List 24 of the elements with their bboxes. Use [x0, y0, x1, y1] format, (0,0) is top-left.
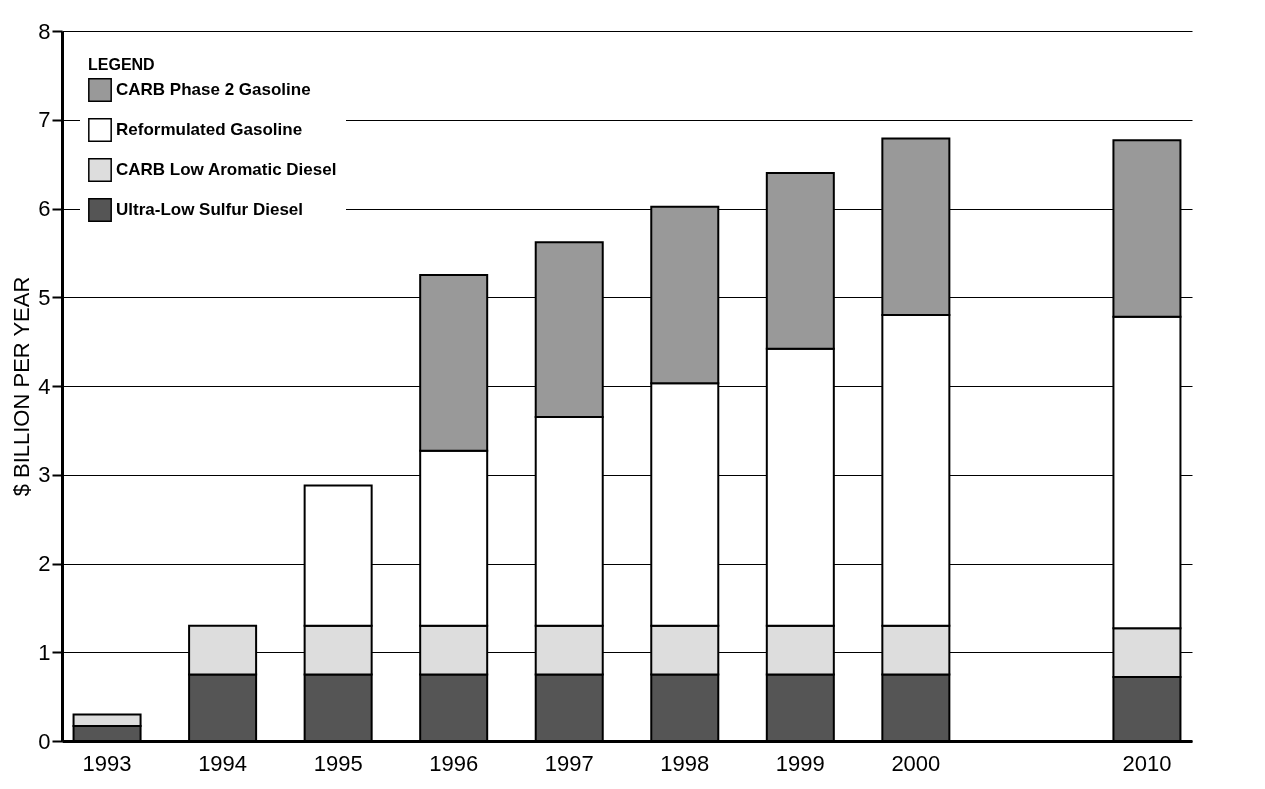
- legend-label: Ultra-Low Sulfur Diesel: [116, 200, 304, 219]
- x-tick-label: 1997: [544, 750, 594, 776]
- y-tick-label: 3: [38, 462, 51, 488]
- y-axis-title: $ BILLION PER YEAR: [9, 276, 35, 497]
- y-tick-label: 6: [38, 196, 51, 221]
- legend-label: CARB Phase 2 Gasoline: [116, 80, 311, 99]
- y-tick-label: 1: [38, 639, 51, 665]
- x-tick-label: 2000: [891, 750, 941, 776]
- legend-label: Reformulated Gasoline: [116, 120, 303, 139]
- x-tick-label: 1994: [198, 750, 248, 776]
- y-tick-label: 2: [38, 551, 51, 576]
- x-tick-label: 1995: [313, 750, 363, 776]
- legend-title: LEGEND: [88, 56, 155, 73]
- y-tick-label: 7: [38, 107, 51, 133]
- x-tick-label: 1996: [429, 750, 479, 776]
- x-tick-label: 2010: [1122, 750, 1172, 776]
- y-tick-label: 8: [38, 18, 51, 44]
- x-tick-label: 1999: [775, 750, 825, 776]
- y-tick-label: 4: [38, 373, 51, 399]
- y-tick-label: 5: [38, 284, 51, 310]
- legend-label: CARB Low Aromatic Diesel: [116, 160, 337, 179]
- x-tick-label: 1993: [82, 750, 132, 776]
- x-tick-label: 1998: [660, 750, 710, 776]
- y-tick-label: 0: [38, 728, 51, 754]
